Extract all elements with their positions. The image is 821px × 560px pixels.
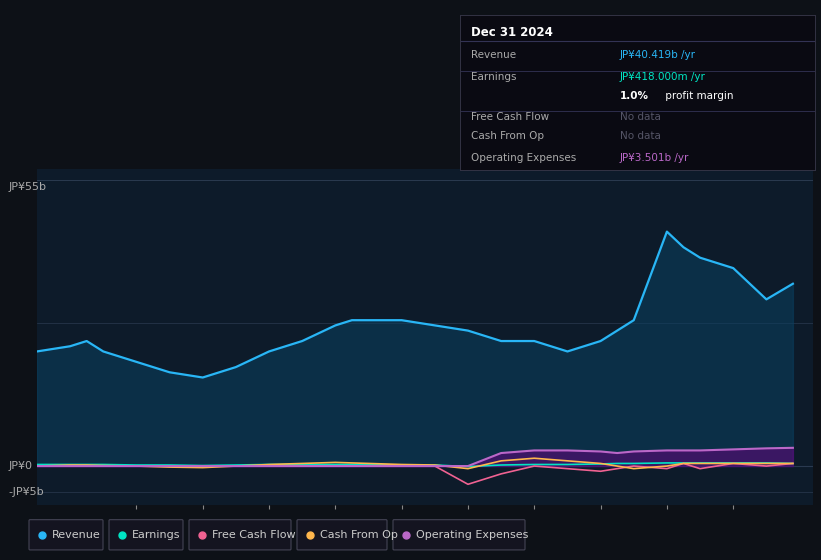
Text: -JP¥5b: -JP¥5b	[8, 487, 44, 497]
FancyBboxPatch shape	[393, 520, 525, 550]
Text: Operating Expenses: Operating Expenses	[416, 530, 529, 540]
Text: JP¥40.419b /yr: JP¥40.419b /yr	[620, 50, 695, 60]
Text: JP¥3.501b /yr: JP¥3.501b /yr	[620, 153, 689, 162]
Text: JP¥55b: JP¥55b	[8, 183, 46, 192]
Text: Dec 31 2024: Dec 31 2024	[470, 26, 553, 39]
FancyBboxPatch shape	[189, 520, 291, 550]
Text: Earnings: Earnings	[132, 530, 181, 540]
Text: No data: No data	[620, 131, 661, 141]
Text: Cash From Op: Cash From Op	[320, 530, 398, 540]
FancyBboxPatch shape	[297, 520, 387, 550]
FancyBboxPatch shape	[29, 520, 103, 550]
Text: Free Cash Flow: Free Cash Flow	[470, 113, 548, 122]
Text: Free Cash Flow: Free Cash Flow	[212, 530, 296, 540]
Text: Operating Expenses: Operating Expenses	[470, 153, 576, 162]
Text: profit margin: profit margin	[663, 91, 734, 101]
Text: Cash From Op: Cash From Op	[470, 131, 544, 141]
Text: Earnings: Earnings	[470, 72, 516, 82]
Text: JP¥418.000m /yr: JP¥418.000m /yr	[620, 72, 705, 82]
Text: Revenue: Revenue	[52, 530, 101, 540]
Text: No data: No data	[620, 113, 661, 122]
Text: 1.0%: 1.0%	[620, 91, 649, 101]
Text: JP¥0: JP¥0	[8, 461, 32, 471]
FancyBboxPatch shape	[109, 520, 183, 550]
Text: Revenue: Revenue	[470, 50, 516, 60]
